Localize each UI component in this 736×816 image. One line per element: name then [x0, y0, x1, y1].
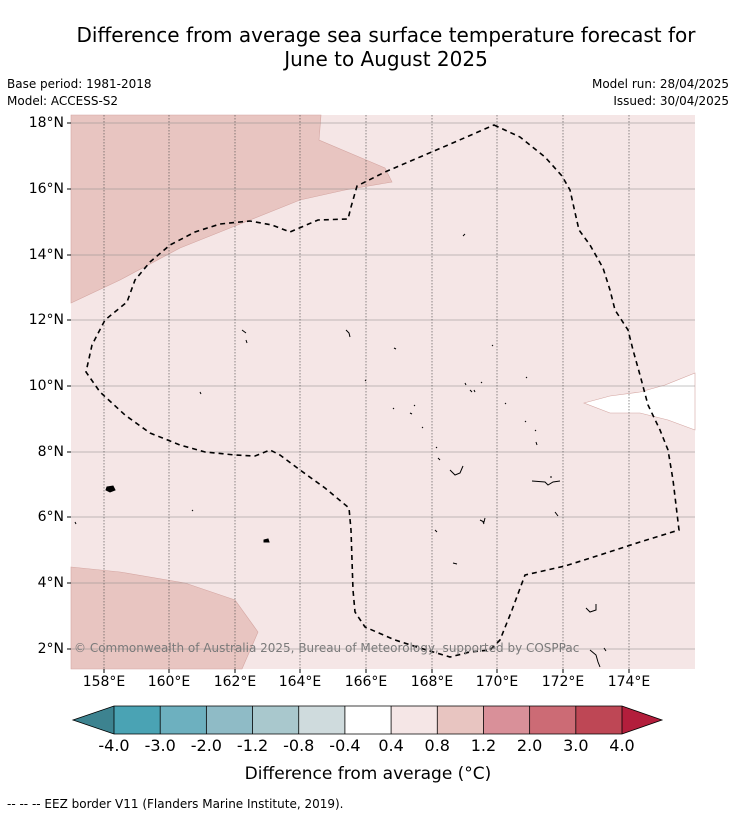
colorbar-tick-label: -4.0 [98, 736, 130, 755]
colorbar-tick-label: 3.0 [563, 736, 589, 755]
neutral-region-east [583, 372, 696, 431]
colorbar-segment [114, 706, 161, 734]
colorbar-tick-label: -0.8 [283, 736, 315, 755]
colorbar-segment [344, 706, 392, 734]
colorbar-segment [206, 706, 253, 734]
colorbar-segment [575, 706, 622, 734]
eez-border-legend: -- -- -- EEZ border V11 (Flanders Marine… [7, 797, 344, 811]
colorbar-tick-label: 4.0 [609, 736, 635, 755]
lon-label-164: 164°E [278, 674, 322, 690]
lat-ticks [67, 122, 71, 650]
latitude-gridlines [71, 122, 695, 650]
colorbar [71, 705, 664, 735]
lon-ticks [103, 669, 630, 673]
lat-label-12: 12°N [28, 312, 64, 328]
colorbar-tick-label: -1.2 [236, 736, 269, 755]
colorbar-low-extend [73, 706, 114, 734]
colorbar-segment [529, 706, 576, 734]
chart-title-line2: June to August 2025 [284, 47, 488, 71]
warm-anomaly-region-southwest [70, 566, 259, 670]
colorbar-tick-label: -0.4 [329, 736, 361, 755]
issued-date: Issued: 30/04/2025 [613, 94, 729, 108]
lon-label-160: 160°E [147, 674, 191, 690]
colorbar-tick-label: 0.8 [424, 736, 450, 755]
lon-label-162: 162°E [213, 674, 257, 690]
colorbar-segment [391, 706, 438, 734]
lat-label-10: 10°N [28, 378, 64, 394]
eez-border [85, 124, 680, 658]
colorbar-high-extend [622, 706, 662, 734]
lon-label-166: 166°E [344, 674, 388, 690]
copyright-notice: © Commonwealth of Australia 2025, Bureau… [74, 641, 580, 655]
longitude-gridlines [103, 115, 630, 669]
colorbar-segment [437, 706, 484, 734]
lon-label-168: 168°E [410, 674, 454, 690]
lat-label-8: 8°N [37, 444, 64, 460]
lon-label-158: 158°E [82, 674, 126, 690]
lat-label-18: 18°N [28, 115, 64, 131]
colorbar-tick-label: 1.2 [470, 736, 497, 755]
lat-label-2: 2°N [37, 641, 64, 657]
lon-label-174: 174°E [607, 674, 651, 690]
lon-label-172: 172°E [541, 674, 585, 690]
colorbar-tick-label: 2.0 [516, 736, 543, 755]
lat-label-6: 6°N [37, 509, 64, 525]
colorbar-segment [252, 706, 299, 734]
colorbar-tick-label: 0.4 [378, 736, 404, 755]
colorbar-title: Difference from average (°C) [244, 764, 492, 784]
colorbar-tick-label: -3.0 [144, 736, 176, 755]
islands [74, 233, 607, 668]
colorbar-segment [483, 706, 530, 734]
base-period: Base period: 1981-2018 [7, 77, 152, 91]
model-name: Model: ACCESS-S2 [7, 94, 119, 108]
lat-label-14: 14°N [28, 247, 64, 263]
chart-title-line1: Difference from average sea surface temp… [76, 23, 696, 47]
colorbar-segment [160, 706, 207, 734]
lat-label-4: 4°N [37, 575, 64, 591]
colorbar-tick-label: -2.0 [190, 736, 222, 755]
colorbar-segment [298, 706, 345, 734]
warm-anomaly-region-northwest [70, 114, 393, 304]
lon-label-170: 170°E [475, 674, 519, 690]
model-run: Model run: 28/04/2025 [591, 77, 729, 91]
lat-label-16: 16°N [28, 181, 64, 197]
